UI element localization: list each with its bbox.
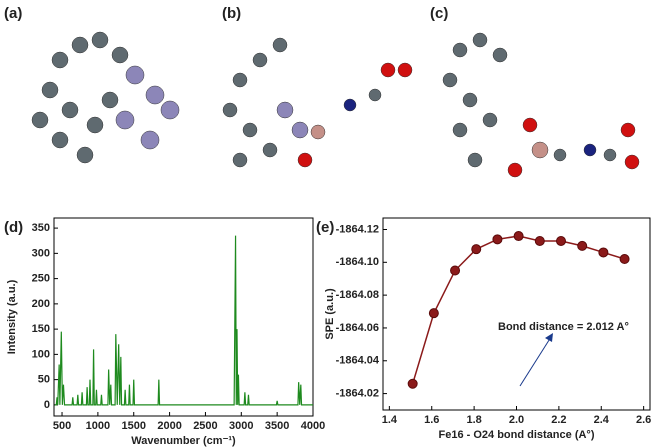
y-tick-label: 0: [44, 399, 50, 411]
x-tick-label: 2.6: [636, 414, 651, 426]
data-point: [471, 244, 482, 255]
data-point: [428, 308, 439, 319]
y-tick-label: -1864.02: [336, 387, 379, 399]
x-tick-label: 2.0: [509, 414, 524, 426]
y-axis-label: Intensity (a.u.): [6, 279, 18, 354]
panel-label: (c): [430, 5, 448, 22]
data-point: [407, 378, 418, 389]
y-tick-label: -1864.06: [336, 322, 379, 334]
molecule-a: [31, 31, 180, 164]
x-tick-label: 1.4: [382, 414, 398, 426]
y-tick-label: -1864.12: [336, 223, 379, 235]
data-point: [619, 254, 630, 265]
panel-label: (d): [4, 219, 23, 236]
data-point: [556, 235, 566, 246]
y-tick-label: -1864.08: [336, 289, 379, 301]
y-axis-label: SPE (a.u.): [324, 288, 336, 340]
data-point: [598, 247, 609, 258]
x-tick-label: 1.6: [424, 414, 439, 426]
x-tick-label: 1500: [121, 420, 145, 432]
molecule-b: [222, 37, 413, 168]
x-tick-label: 3000: [229, 420, 253, 432]
plot-frame: [382, 217, 651, 411]
x-tick-label: 2.4: [594, 414, 610, 426]
x-tick-label: 2.2: [551, 414, 566, 426]
data-point: [577, 240, 588, 251]
y-tick-label: 350: [32, 222, 50, 234]
x-tick-label: 500: [53, 420, 71, 432]
x-tick-label: 2500: [193, 420, 217, 432]
annotation-arrow: [519, 336, 552, 387]
data-point: [534, 235, 545, 246]
annotation: Bond distance = 2.012 A°: [498, 321, 629, 333]
y-tick-label: 50: [38, 374, 50, 386]
data-point: [513, 231, 524, 242]
x-axis-label: Wavenumber (cm⁻¹): [131, 435, 236, 447]
x-tick-label: 1000: [86, 420, 110, 432]
x-axis-label: Fe16 - O24 bond distance (A°): [439, 429, 595, 441]
panel-label: (a): [4, 5, 22, 22]
x-tick-label: 2000: [157, 420, 181, 432]
panel-label: (e): [316, 219, 334, 236]
x-tick-label: 3500: [265, 420, 289, 432]
y-tick-label: -1864.04: [336, 355, 380, 367]
y-tick-label: 100: [32, 348, 50, 360]
series-line: [411, 235, 625, 384]
series-line: [54, 235, 313, 406]
y-tick-label: 150: [32, 323, 50, 335]
panel-label: (b): [222, 5, 241, 22]
data-point: [450, 265, 461, 276]
x-tick-label: 1.8: [466, 414, 481, 426]
x-tick-label: 4000: [301, 420, 325, 432]
y-tick-label: -1864.10: [336, 256, 379, 268]
arrow-head: [545, 333, 553, 342]
y-tick-label: 250: [32, 273, 50, 285]
data-point: [492, 234, 503, 245]
molecule-c: [442, 32, 640, 178]
y-tick-label: 200: [32, 298, 50, 310]
plot-frame: [53, 217, 314, 417]
y-tick-label: 300: [32, 247, 50, 259]
